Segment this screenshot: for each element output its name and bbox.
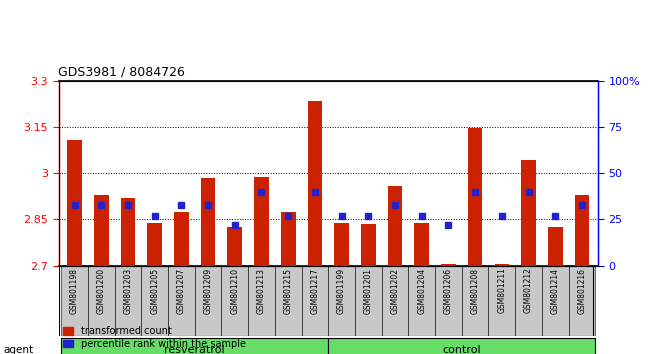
Bar — [361, 224, 376, 266]
Bar — [569, 266, 595, 336]
Text: GSM801211: GSM801211 — [497, 268, 506, 314]
Bar — [67, 140, 82, 266]
Text: GSM801204: GSM801204 — [417, 268, 426, 314]
Text: GSM801207: GSM801207 — [177, 268, 186, 314]
Bar — [302, 266, 328, 336]
Bar — [148, 223, 162, 266]
Bar — [515, 266, 542, 336]
Bar — [227, 227, 242, 266]
Bar — [415, 223, 429, 266]
Text: GSM801216: GSM801216 — [577, 268, 586, 314]
Text: GSM801212: GSM801212 — [524, 268, 533, 314]
Bar — [114, 266, 141, 336]
Text: GSM801198: GSM801198 — [70, 268, 79, 314]
Bar — [254, 177, 269, 266]
Bar — [174, 212, 188, 266]
Bar — [462, 266, 489, 336]
Bar — [521, 160, 536, 266]
Bar — [248, 266, 275, 336]
Bar — [575, 195, 590, 266]
Bar — [489, 266, 515, 336]
Bar — [195, 266, 222, 336]
Bar — [387, 186, 402, 266]
Bar — [542, 266, 569, 336]
Text: GSM801217: GSM801217 — [311, 268, 319, 314]
Bar — [94, 195, 109, 266]
Bar — [328, 338, 595, 354]
Text: GDS3981 / 8084726: GDS3981 / 8084726 — [58, 66, 185, 79]
Bar — [275, 266, 302, 336]
Bar — [61, 266, 88, 336]
Bar — [382, 266, 408, 336]
Bar — [334, 223, 349, 266]
Bar — [201, 178, 215, 266]
Bar — [408, 266, 435, 336]
Bar — [168, 266, 195, 336]
Text: GSM801208: GSM801208 — [471, 268, 480, 314]
Bar — [441, 264, 456, 266]
Text: control: control — [443, 345, 481, 354]
Text: GSM801205: GSM801205 — [150, 268, 159, 314]
Text: resveratrol: resveratrol — [164, 345, 225, 354]
Text: GSM801210: GSM801210 — [230, 268, 239, 314]
Bar — [141, 266, 168, 336]
Bar — [281, 212, 296, 266]
Text: GSM801213: GSM801213 — [257, 268, 266, 314]
Legend: transformed count, percentile rank within the sample: transformed count, percentile rank withi… — [63, 326, 246, 349]
Bar — [88, 266, 114, 336]
Text: GSM801200: GSM801200 — [97, 268, 106, 314]
Bar — [61, 338, 328, 354]
Text: GSM801203: GSM801203 — [124, 268, 133, 314]
Bar — [307, 101, 322, 266]
Text: GSM801202: GSM801202 — [391, 268, 400, 314]
Text: GSM801214: GSM801214 — [551, 268, 560, 314]
Bar — [435, 266, 462, 336]
Bar — [121, 198, 135, 266]
Text: agent: agent — [3, 346, 33, 354]
Bar — [495, 264, 509, 266]
Bar — [468, 128, 482, 266]
Bar — [222, 266, 248, 336]
Text: GSM801199: GSM801199 — [337, 268, 346, 314]
Text: GSM801206: GSM801206 — [444, 268, 453, 314]
Text: GSM801201: GSM801201 — [364, 268, 373, 314]
Bar — [548, 227, 563, 266]
Bar — [355, 266, 382, 336]
Text: GSM801215: GSM801215 — [283, 268, 292, 314]
Bar — [328, 266, 355, 336]
Text: GSM801209: GSM801209 — [203, 268, 213, 314]
